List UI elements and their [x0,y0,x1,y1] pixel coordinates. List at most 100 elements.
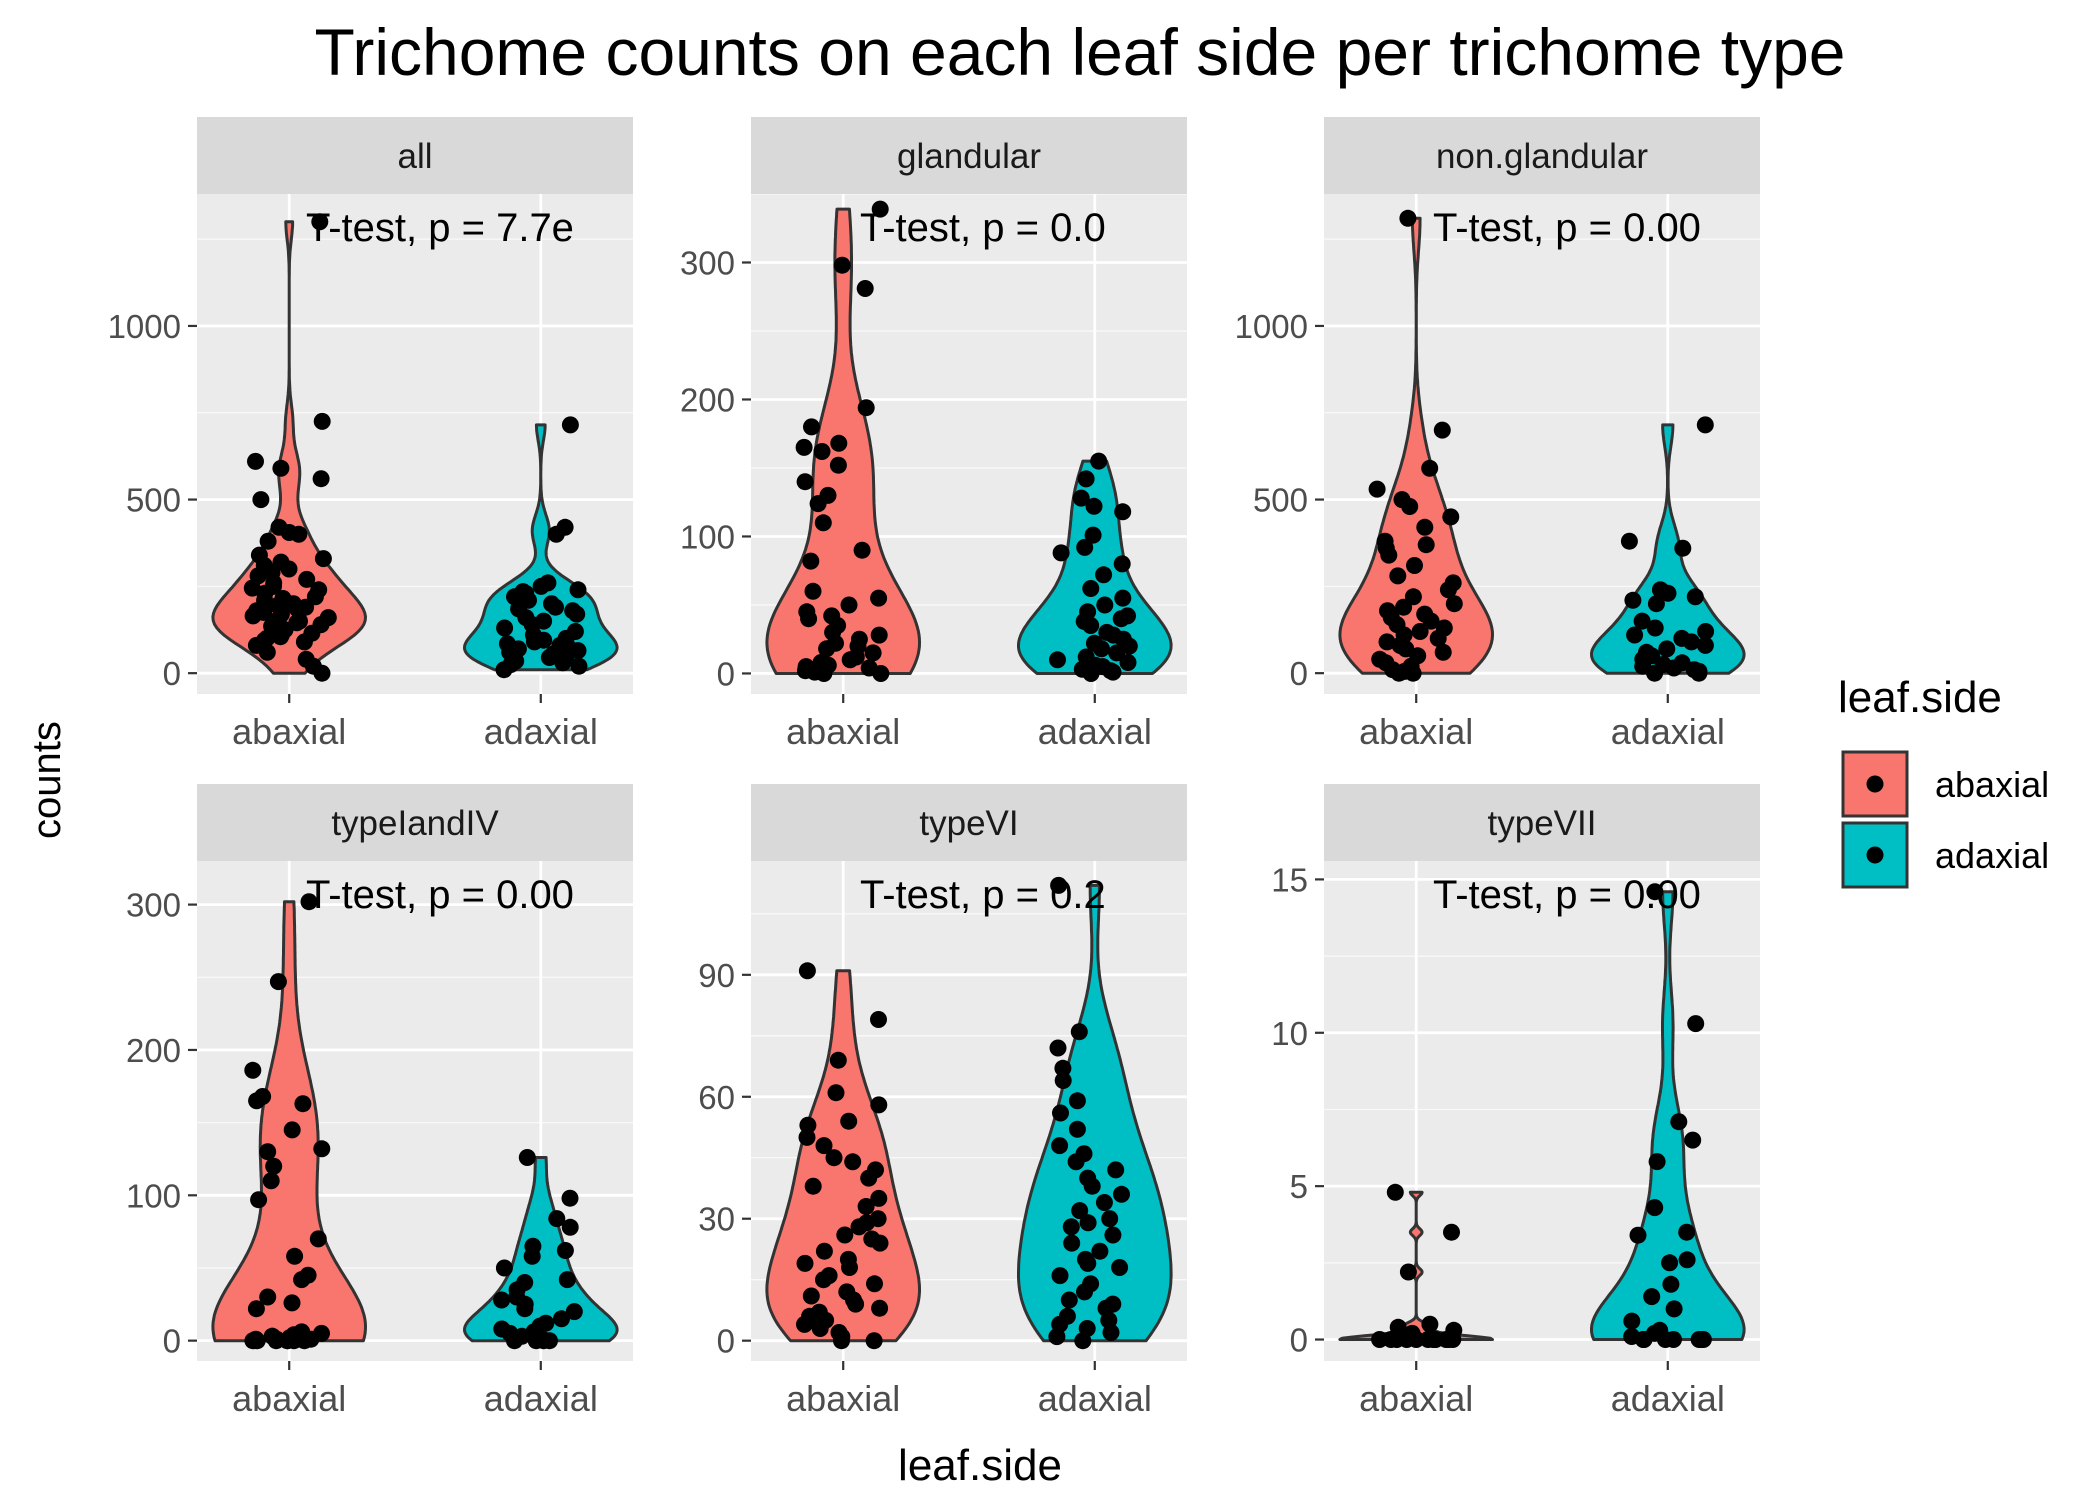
data-point-abaxial [802,1287,820,1305]
x-tick-label: abaxial [1359,1378,1473,1419]
data-point-abaxial [803,418,820,436]
data-point-abaxial [1390,664,1408,682]
data-point-adaxial [1674,539,1692,557]
legend-title: leaf.side [1838,673,2002,722]
data-point-adaxial [1113,1185,1130,1203]
data-point-abaxial [798,962,816,980]
data-point-abaxial [865,1332,883,1350]
data-point-adaxial [1104,1226,1122,1244]
x-tick-label: adaxial [1038,711,1152,752]
data-point-abaxial [272,459,290,477]
data-point-adaxial [1051,1267,1069,1285]
data-point-adaxial [1107,1161,1125,1179]
data-point-abaxial [252,491,270,509]
x-tick-label: abaxial [786,1378,900,1419]
data-point-abaxial [864,644,882,662]
data-point-abaxial [259,532,277,550]
data-point-adaxial [1072,489,1090,507]
data-point-adaxial [1696,416,1714,434]
data-point-adaxial [547,525,565,543]
data-point-adaxial [1101,1210,1119,1228]
data-point-abaxial [804,1177,822,1195]
data-point-adaxial [1049,651,1066,669]
data-point-adaxial [1077,470,1095,488]
x-tick-label: adaxial [1038,1378,1152,1419]
legend: leaf.side abaxial adaxial [1838,673,2049,889]
data-point-adaxial [1079,1214,1097,1232]
data-point-adaxial [1102,1324,1120,1341]
data-point-abaxial [265,1157,283,1175]
data-point-adaxial [1096,596,1114,614]
data-point-abaxial [870,1096,888,1114]
facet-strip [751,117,1187,194]
data-point-abaxial [1422,612,1440,630]
data-point-adaxial [1068,1092,1086,1110]
data-point-abaxial [244,1061,262,1079]
data-point-abaxial [833,256,851,274]
data-point-adaxial [1074,1332,1092,1350]
data-point-abaxial [262,1172,280,1190]
data-point-adaxial [1696,636,1714,654]
legend-label-adaxial: adaxial [1935,835,2049,876]
data-point-abaxial [853,541,871,559]
x-tick-label: abaxial [232,1378,346,1419]
legend-entries: abaxial adaxial [1841,750,2049,889]
data-point-abaxial [1399,209,1417,227]
data-point-adaxial [1068,1120,1086,1138]
data-point-abaxial [1442,508,1460,526]
data-point-adaxial [1670,1113,1688,1131]
data-point-adaxial [1054,1059,1072,1077]
data-point-abaxial [1439,581,1457,599]
data-point-adaxial [568,605,586,623]
data-point-abaxial [1434,643,1452,661]
y-tick-label: 200 [680,381,735,418]
data-point-adaxial [1082,617,1100,634]
data-point-abaxial [309,1230,327,1248]
data-point-abaxial [798,1128,816,1146]
facet-strip [197,117,633,194]
data-point-adaxial [532,577,550,595]
data-point-adaxial [569,642,587,660]
data-point-abaxial [844,1153,862,1171]
data-point-abaxial [300,893,318,911]
data-point-adaxial [1620,532,1638,550]
data-point-adaxial [1051,1137,1069,1155]
data-point-abaxial [829,456,847,474]
data-point-abaxial [860,1169,878,1187]
x-tick-label: adaxial [1611,711,1725,752]
facet-strip [1324,117,1760,194]
y-tick-label: 0 [163,655,181,692]
data-point-abaxial [295,633,313,651]
data-point-abaxial [871,1299,889,1317]
legend-label-abaxial: abaxial [1935,764,2049,805]
data-point-adaxial [1071,1202,1089,1220]
data-point-abaxial [269,973,287,991]
data-point-adaxial [1093,640,1110,658]
facet-panel-all: 0 500 1000 abaxial adaxial T-test, p = 7.7e al… [108,117,633,752]
data-point-abaxial [298,570,316,588]
data-point-abaxial [815,1271,832,1289]
data-point-adaxial [1114,503,1132,521]
data-point-adaxial [1090,452,1108,470]
data-point-abaxial [1404,664,1422,682]
data-point-adaxial [1049,1039,1067,1057]
data-point-abaxial [283,1121,301,1139]
data-point-adaxial [553,1310,570,1328]
data-point-abaxial [312,470,330,488]
data-point-abaxial [814,514,832,532]
y-tick-label: 100 [126,1177,181,1214]
ttest-annotation: T-test, p = 0.0 [860,206,1106,250]
data-point-adaxial [561,1189,579,1207]
data-point-abaxial [244,607,262,625]
facet-strip [1324,784,1760,861]
data-point-adaxial [1665,1331,1682,1348]
data-point-adaxial [1629,1226,1647,1244]
facet-strip [197,784,633,861]
data-point-adaxial [1062,1218,1080,1236]
x-tick-label: adaxial [1611,1378,1725,1419]
data-point-abaxial [796,1315,813,1333]
data-point-adaxial [1624,591,1642,609]
data-point-abaxial [313,1140,331,1158]
data-point-abaxial [840,1112,858,1130]
